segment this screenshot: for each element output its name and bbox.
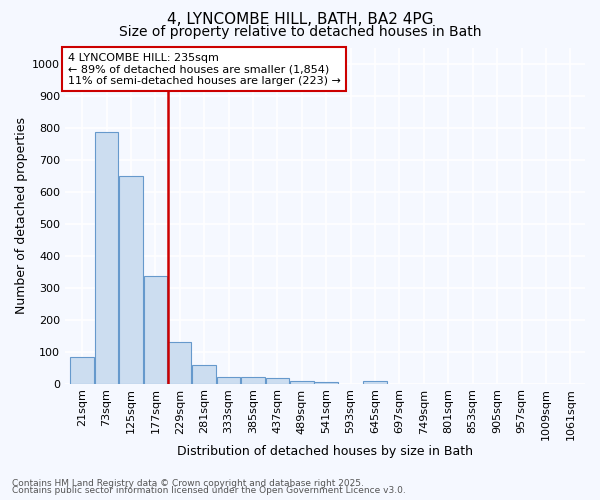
Bar — [266, 378, 289, 384]
X-axis label: Distribution of detached houses by size in Bath: Distribution of detached houses by size … — [177, 444, 473, 458]
Text: 4 LYNCOMBE HILL: 235sqm
← 89% of detached houses are smaller (1,854)
11% of semi: 4 LYNCOMBE HILL: 235sqm ← 89% of detache… — [68, 52, 341, 86]
Bar — [168, 342, 191, 384]
Bar — [217, 376, 241, 384]
Text: Contains public sector information licensed under the Open Government Licence v3: Contains public sector information licen… — [12, 486, 406, 495]
Text: 4, LYNCOMBE HILL, BATH, BA2 4PG: 4, LYNCOMBE HILL, BATH, BA2 4PG — [167, 12, 433, 28]
Bar — [193, 365, 216, 384]
Bar — [119, 176, 143, 384]
Bar — [364, 381, 387, 384]
Text: Contains HM Land Registry data © Crown copyright and database right 2025.: Contains HM Land Registry data © Crown c… — [12, 478, 364, 488]
Bar — [314, 382, 338, 384]
Y-axis label: Number of detached properties: Number of detached properties — [15, 117, 28, 314]
Bar — [95, 132, 118, 384]
Bar — [143, 276, 167, 384]
Text: Size of property relative to detached houses in Bath: Size of property relative to detached ho… — [119, 25, 481, 39]
Bar — [290, 381, 314, 384]
Bar — [70, 357, 94, 384]
Bar — [241, 376, 265, 384]
